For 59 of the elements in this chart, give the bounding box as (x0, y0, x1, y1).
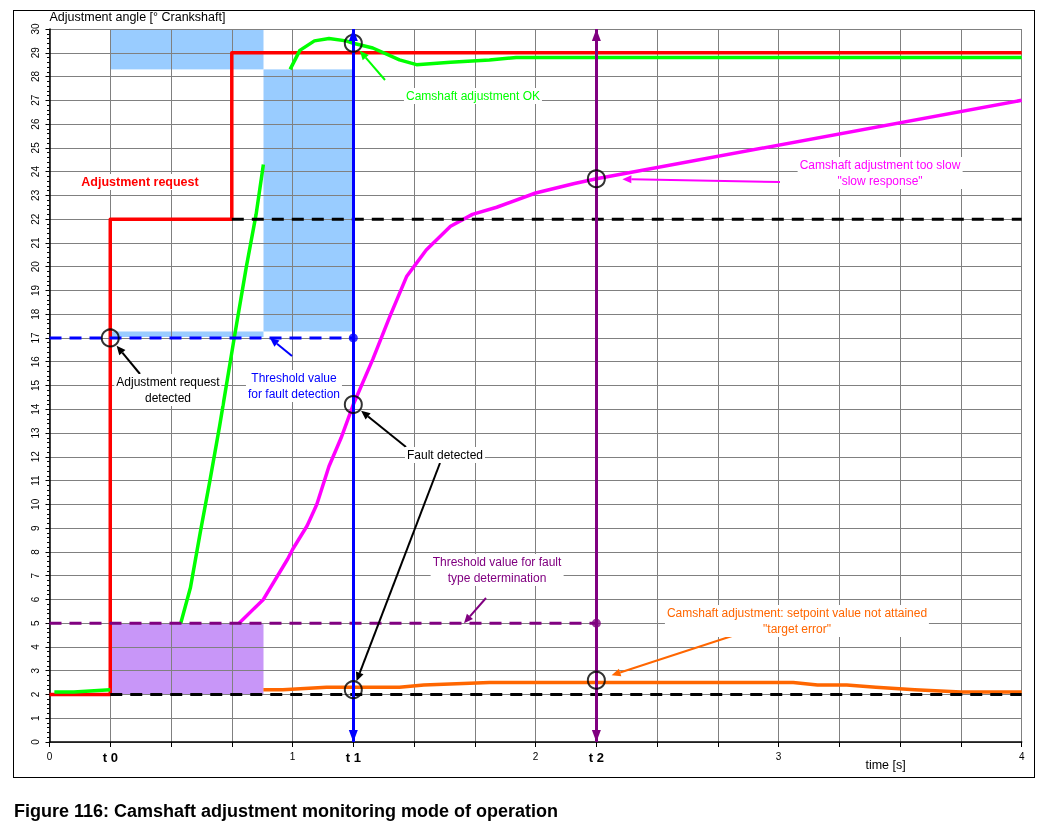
x-tick-label: 1 (289, 750, 296, 762)
x-tick-label: 3 (775, 750, 782, 762)
y-tick-label: 3 (30, 667, 41, 674)
y-tick-label: 30 (30, 23, 41, 35)
point (343, 395, 363, 415)
y-tick-label: 16 (30, 355, 41, 368)
y-tick-label: 22 (30, 213, 41, 225)
x-tick-label: t 0 (102, 750, 118, 765)
x-tick-label: 0 (46, 750, 53, 762)
y-tick-label: 8 (30, 548, 41, 555)
y-tick-label: 11 (30, 474, 41, 486)
y-tick-label: 28 (30, 70, 41, 83)
point (100, 328, 120, 348)
series-label: Camshaft adjustment too slow "slow response" (797, 157, 963, 189)
y-tick-label: 27 (30, 94, 41, 106)
point (343, 33, 363, 53)
y-tick-label: 15 (30, 379, 41, 392)
x-tick-label: t 1 (345, 750, 361, 765)
y-tick-label: 20 (30, 260, 41, 273)
y-tick-label: 24 (30, 165, 41, 178)
y-tick-label: 4 (30, 643, 41, 650)
x-tick-label: t 2 (588, 750, 604, 765)
y-tick-label: 21 (30, 236, 41, 249)
text: Figure 116: Camshaft adjustment monitoring mode of operation (14, 801, 559, 821)
y-tick-label: 18 (30, 308, 41, 320)
y-tick-label: 23 (30, 189, 41, 201)
point (591, 618, 601, 628)
y-tick-label: 19 (30, 284, 41, 296)
annotation: Adjustment request detected (114, 374, 222, 406)
text: Adjustment request (79, 174, 201, 190)
point (343, 680, 363, 700)
y-tick-label: 2 (30, 691, 41, 698)
y-tick-label: 12 (30, 450, 41, 463)
y-tick-label: 9 (30, 524, 41, 531)
y-tick-label: 6 (30, 596, 41, 603)
annotation: Fault detected (404, 447, 486, 463)
point (586, 169, 606, 189)
y-tick-label: 26 (30, 118, 41, 130)
point (348, 333, 358, 343)
y-tick-label: 25 (30, 141, 41, 154)
y-tick-label: 14 (30, 403, 41, 415)
y-tick-label: 13 (30, 427, 41, 439)
text: Camshaft adjustment: setpoint value not attained "target error" (664, 605, 930, 637)
y-tick-label: 0 (30, 738, 41, 745)
y-tick-label: 29 (30, 46, 41, 59)
x-tick-label: 2 (532, 750, 539, 762)
y-axis-title: Adjustment angle [° Crankshaft] (49, 9, 226, 24)
y-tick-label: 10 (30, 498, 41, 510)
x-tick-label: 4 (1018, 750, 1025, 762)
y-tick-label: 1 (30, 715, 41, 722)
y-tick-label: 5 (30, 619, 41, 626)
text: Camshaft adjustment OK (403, 88, 543, 104)
line-series (261, 680, 1024, 694)
y-tick-label: 17 (30, 331, 41, 344)
point (586, 670, 606, 690)
x-axis-title: time [s] (865, 757, 906, 772)
text: Threshold value for fault detection (245, 370, 343, 402)
y-tick-label: 7 (30, 572, 41, 579)
text: Threshold value for fault type determination (430, 554, 564, 586)
